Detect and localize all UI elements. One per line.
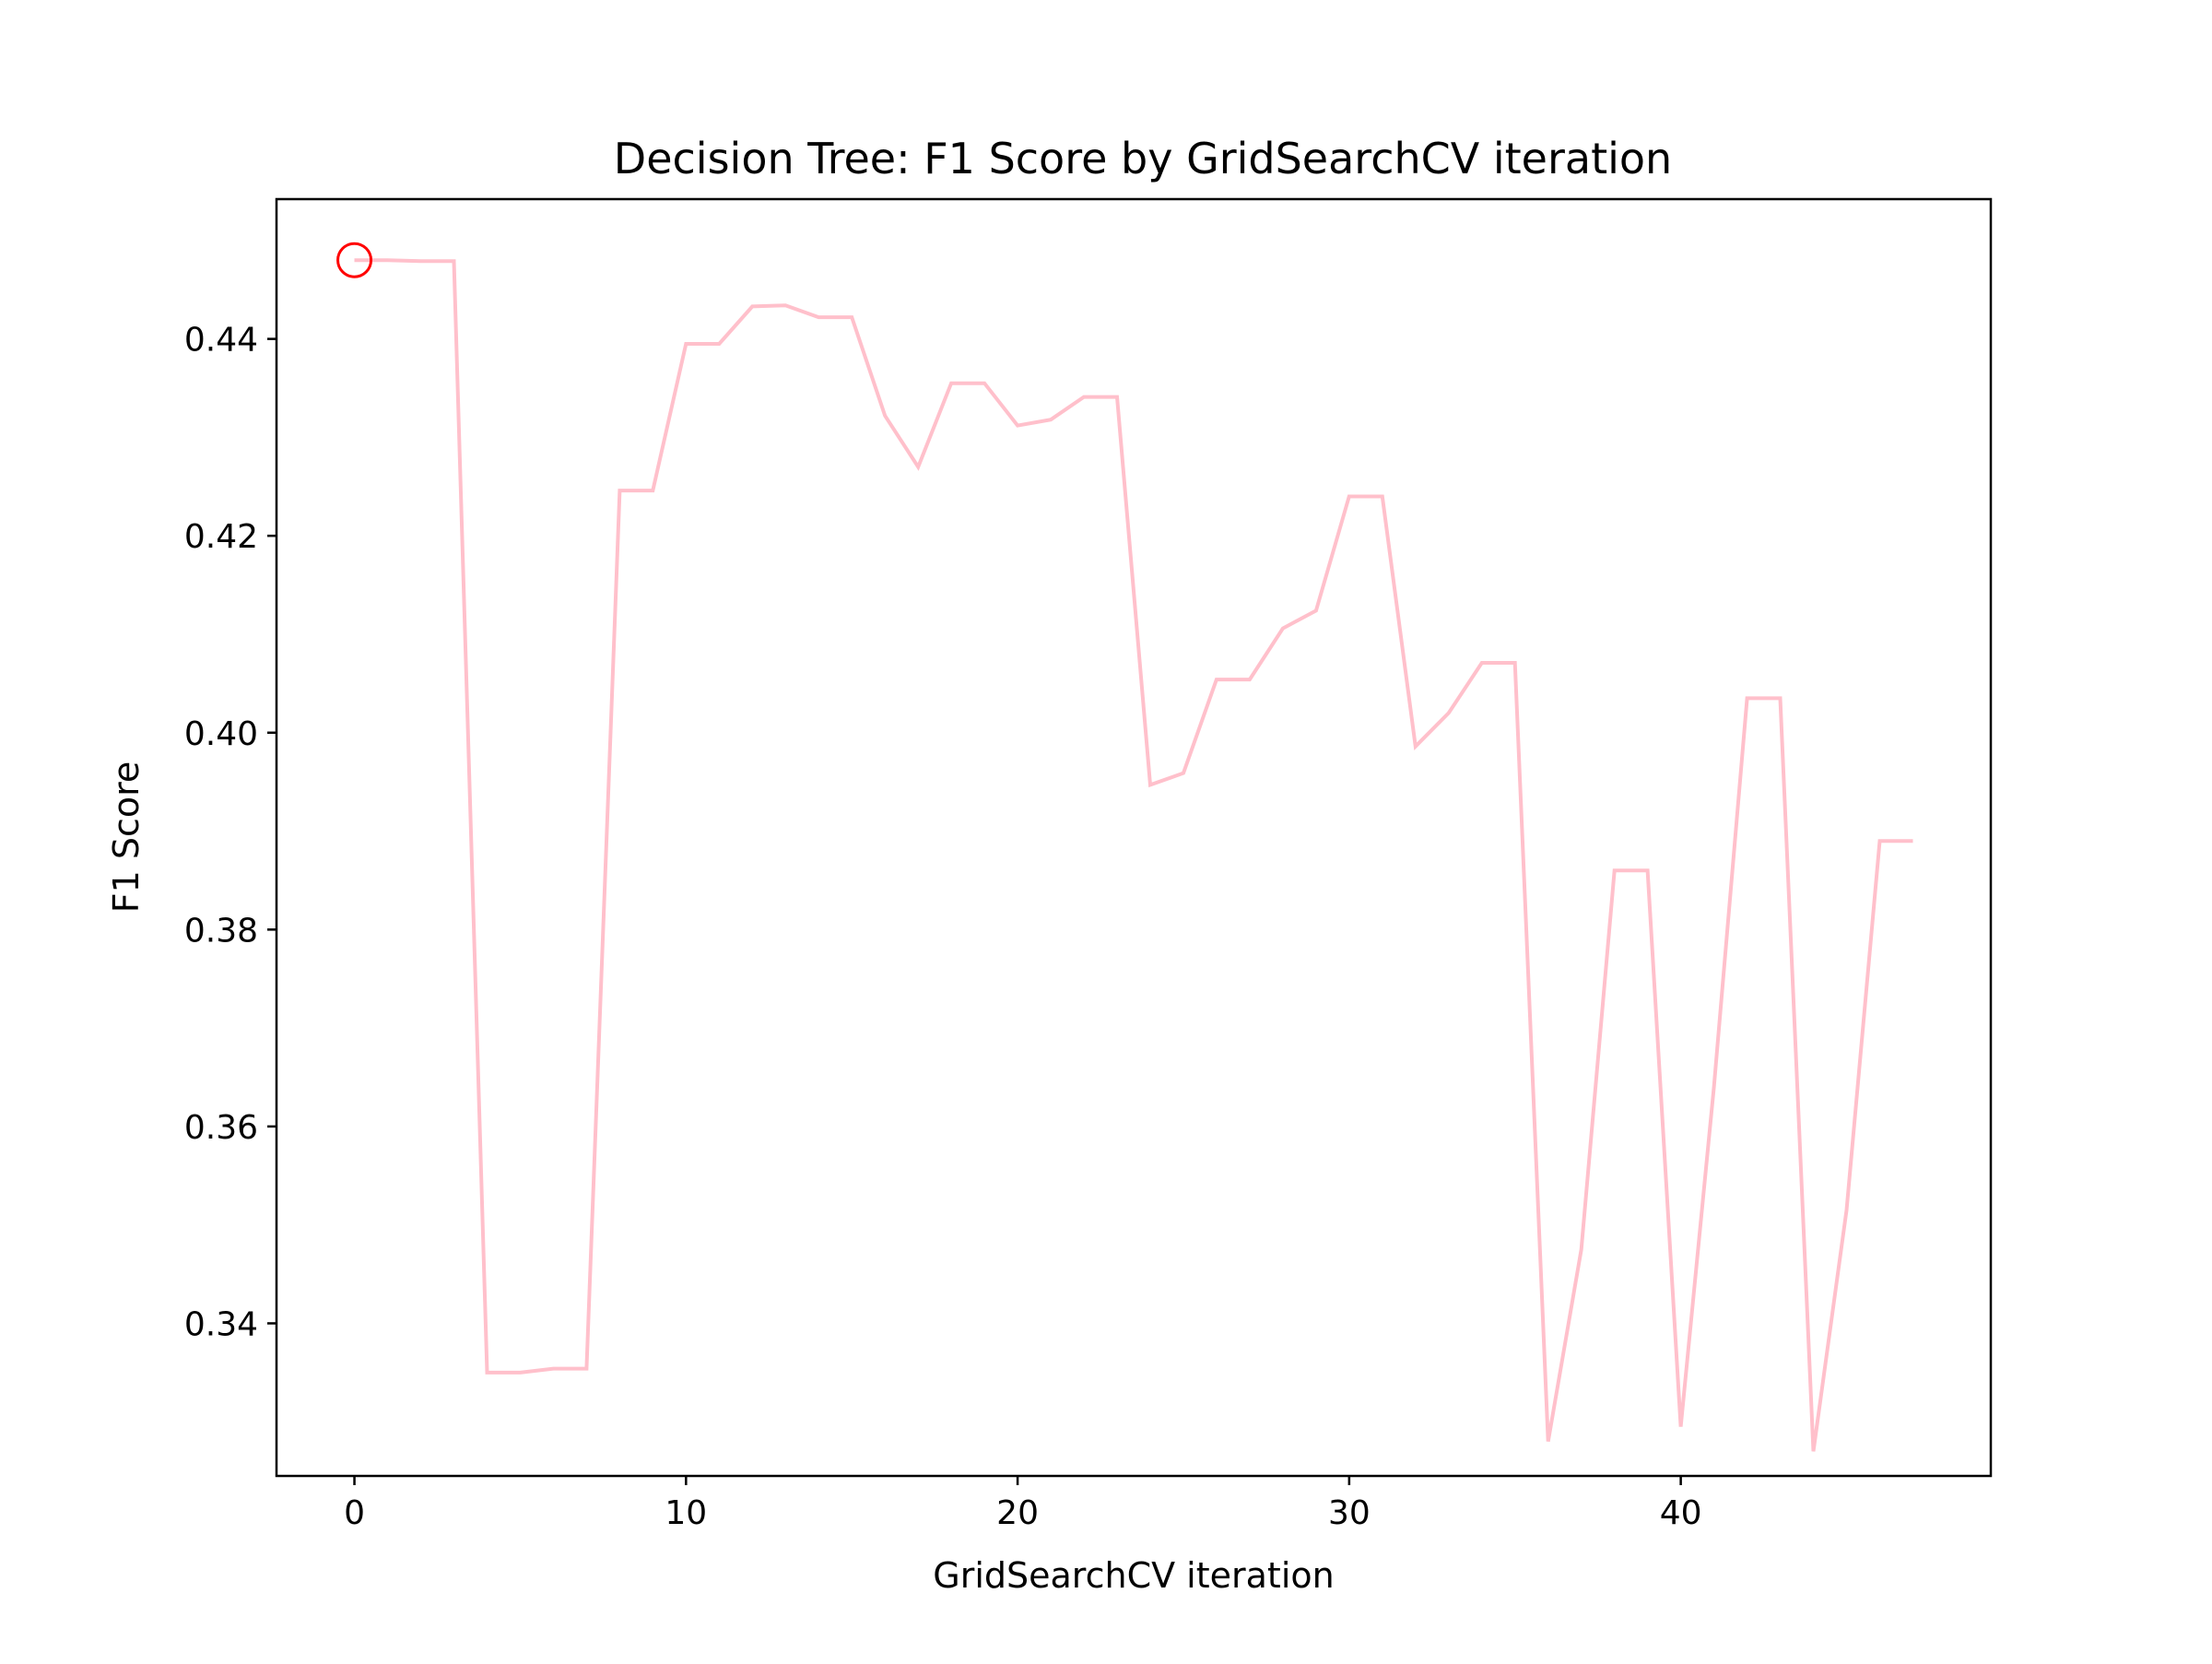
chart-title: Decision Tree: F1 Score by GridSearchCV … [614, 134, 1672, 183]
x-tick-label: 0 [344, 1494, 365, 1532]
plot-lines [336, 242, 1913, 1452]
y-axis-label: F1 Score [106, 761, 147, 914]
y-tick-label: 0.40 [184, 715, 258, 753]
x-axis-label: GridSearchCV iteration [933, 1555, 1334, 1596]
x-axis: 0 10 20 30 40 [344, 1476, 1702, 1532]
y-tick-label: 0.38 [184, 912, 258, 950]
series-line [354, 258, 1913, 1452]
y-tick-label: 0.36 [184, 1109, 258, 1147]
y-tick-label: 0.44 [184, 322, 258, 360]
x-tick-label: 30 [1328, 1494, 1371, 1532]
y-tick-label: 0.34 [184, 1305, 258, 1343]
y-axis: 0.34 0.36 0.38 0.40 0.42 0.44 [184, 322, 276, 1343]
best-score-marker [336, 242, 373, 278]
x-tick-label: 40 [1660, 1494, 1702, 1532]
x-tick-label: 20 [996, 1494, 1039, 1532]
x-tick-label: 10 [665, 1494, 707, 1532]
y-tick-label: 0.42 [184, 518, 258, 556]
plot-area [275, 197, 1993, 1478]
